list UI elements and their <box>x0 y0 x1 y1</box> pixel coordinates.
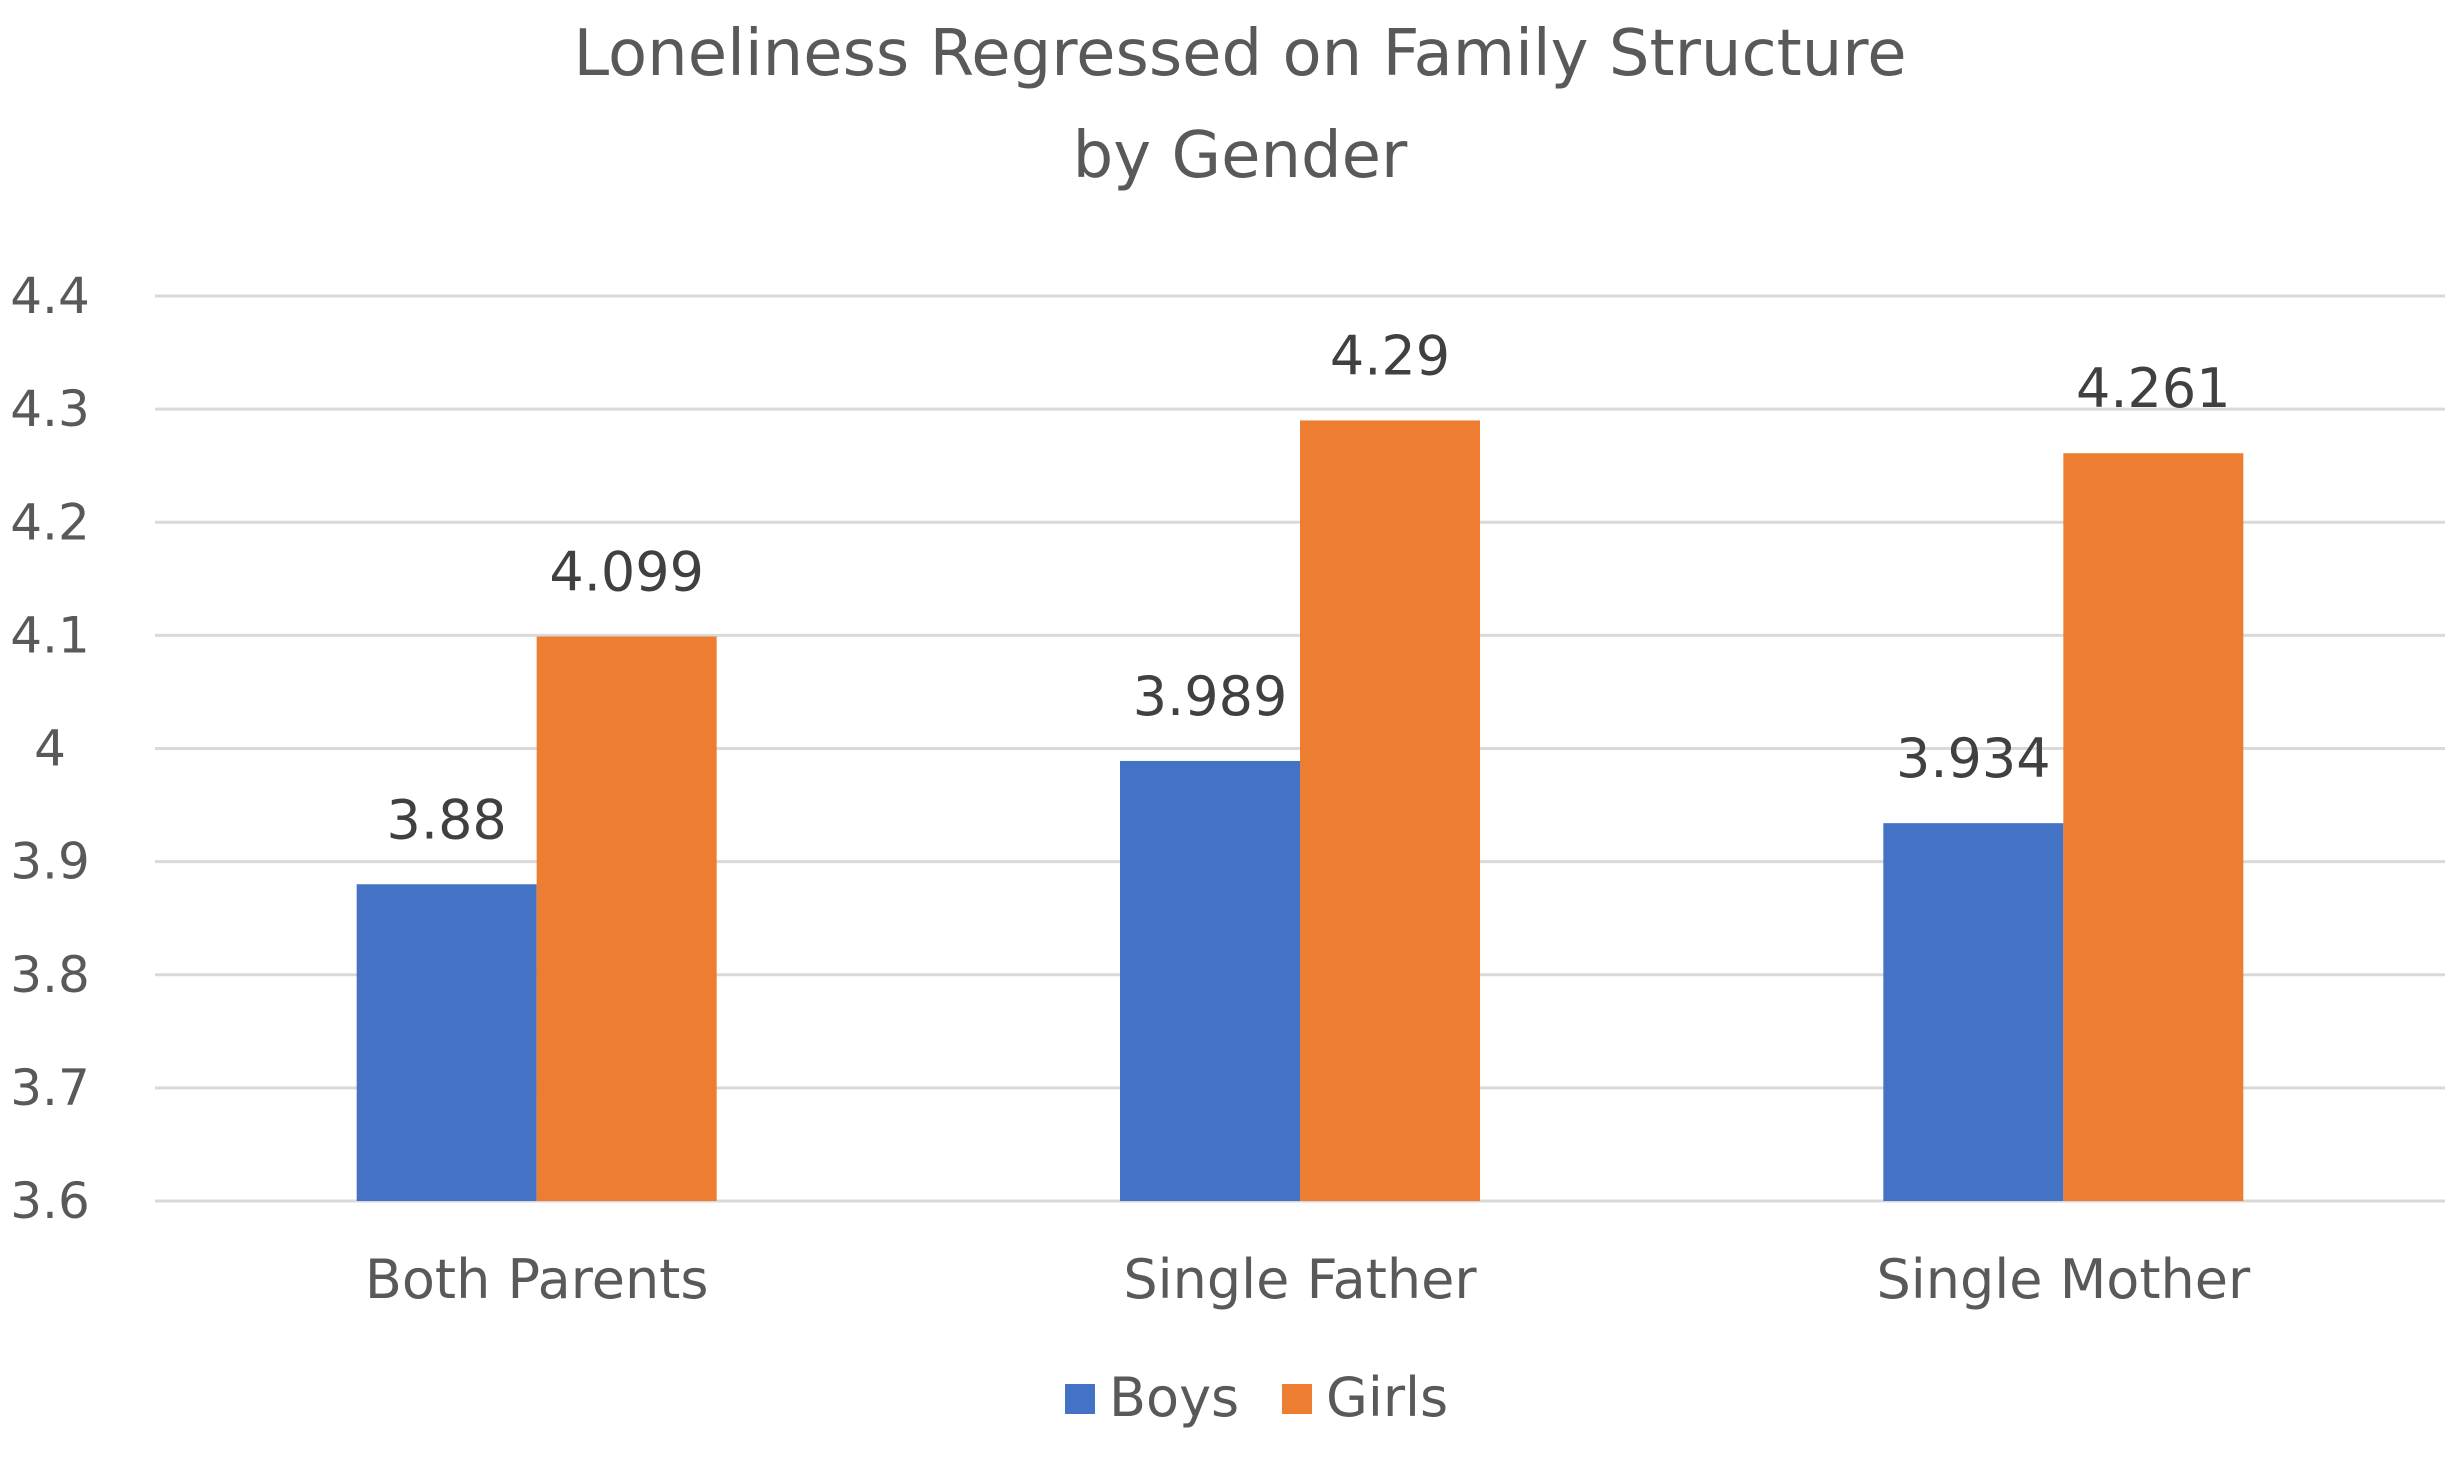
data-label-boys-single-father: 3.989 <box>1133 665 1288 728</box>
y-tick-label: 3.7 <box>10 1059 90 1117</box>
y-tick-label: 4.2 <box>10 493 90 551</box>
legend-label-girls: Girls <box>1326 1366 1448 1429</box>
bar-boys-both-parents[interactable] <box>356 884 537 1201</box>
data-label-boys-both-parents: 3.88 <box>387 788 507 851</box>
chart-title-line-2: by Gender <box>1073 119 1408 193</box>
bar-boys-single-father[interactable] <box>1120 760 1300 1201</box>
y-tick-label: 3.9 <box>10 833 90 891</box>
legend-swatch-girls <box>1282 1384 1312 1414</box>
legend-item-boys[interactable]: Boys <box>1065 1366 1239 1429</box>
category-label: Single Mother <box>1877 1248 2251 1311</box>
y-tick-label: 4 <box>34 720 66 778</box>
y-axis-tick-labels: 3.6 3.7 3.8 3.9 4 4.1 4.2 4.3 4.4 <box>10 267 90 1230</box>
y-tick-label: 3.8 <box>10 946 90 1004</box>
chart-title-line-1: Loneliness Regressed on Family Structure <box>573 17 1906 91</box>
x-axis-category-labels: Both Parents Single Father Single Mother <box>365 1248 2251 1311</box>
chart-title: Loneliness Regressed on Family Structure… <box>573 17 1906 193</box>
category-label: Both Parents <box>365 1248 709 1311</box>
category-label: Single Father <box>1123 1248 1477 1311</box>
legend-swatch-boys <box>1065 1384 1095 1414</box>
legend-label-boys: Boys <box>1109 1366 1239 1429</box>
legend[interactable]: Boys Girls <box>1065 1366 1448 1429</box>
y-tick-label: 4.4 <box>10 267 90 325</box>
legend-item-girls[interactable]: Girls <box>1282 1366 1448 1429</box>
y-tick-label: 3.6 <box>10 1172 90 1230</box>
bar-boys-single-mother[interactable] <box>1883 823 2064 1201</box>
y-tick-label: 4.1 <box>10 606 90 664</box>
data-label-boys-single-mother: 3.934 <box>1896 727 2051 790</box>
bar-girls-single-mother[interactable] <box>2063 453 2244 1201</box>
bar-girls-single-father[interactable] <box>1300 420 1480 1201</box>
bars <box>356 420 2244 1201</box>
bar-girls-both-parents[interactable] <box>536 636 717 1201</box>
data-label-girls-single-father: 4.29 <box>1330 324 1450 387</box>
data-label-girls-single-mother: 4.261 <box>2076 357 2231 420</box>
data-labels: 3.88 4.099 3.989 4.29 3.934 4.261 <box>387 324 2231 851</box>
y-tick-label: 4.3 <box>10 380 90 438</box>
data-label-girls-both-parents: 4.099 <box>549 541 704 604</box>
